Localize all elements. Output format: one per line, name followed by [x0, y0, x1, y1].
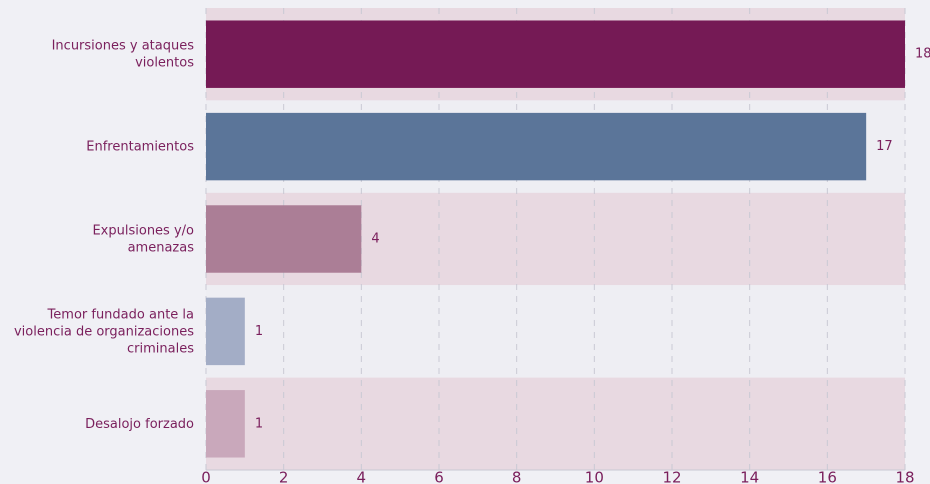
x-tick-label: 18 — [895, 469, 914, 484]
category-label-line: Desalojo forzado — [85, 416, 194, 431]
x-tick-label: 2 — [279, 469, 289, 484]
category-label-line: Temor fundado ante la — [47, 307, 194, 322]
x-tick-label: 8 — [512, 469, 522, 484]
bar — [206, 205, 362, 273]
value-label: 17 — [876, 139, 893, 154]
category-label: Temor fundado ante la violencia de organi… — [14, 307, 194, 356]
x-tick-label: 14 — [740, 469, 759, 484]
category-label-line: violentos — [135, 55, 194, 70]
category-label: Incursiones y ataques violentos — [52, 38, 195, 70]
category-label: Enfrentamientos — [86, 139, 194, 154]
category-label-line: Enfrentamientos — [86, 139, 194, 154]
bar — [206, 112, 867, 181]
value-label: 1 — [255, 416, 263, 431]
bar — [206, 297, 245, 366]
x-tick-label: 4 — [357, 469, 367, 484]
x-tick-label: 6 — [434, 469, 444, 484]
x-tick-label: 12 — [662, 469, 681, 484]
x-tick-label: 16 — [818, 469, 837, 484]
category-label-line: criminales — [127, 341, 194, 356]
value-label: 4 — [371, 232, 379, 247]
bar — [206, 390, 245, 458]
value-label: 1 — [255, 324, 263, 339]
category-label-line: amenazas — [128, 240, 195, 255]
category-label-line: Incursiones y ataques — [52, 38, 195, 53]
value-label: 18 — [915, 47, 930, 62]
row-band — [206, 285, 905, 378]
category-label: Expulsiones y/o amenazas — [92, 223, 194, 255]
x-tick-label: 10 — [585, 469, 604, 484]
row-band — [206, 377, 905, 470]
category-label-line: Expulsiones y/o — [92, 223, 194, 238]
category-label-line: violencia de organizaciones — [14, 324, 194, 339]
bar — [206, 20, 905, 88]
x-tick-label: 0 — [201, 469, 211, 484]
category-label: Desalojo forzado — [85, 416, 194, 431]
